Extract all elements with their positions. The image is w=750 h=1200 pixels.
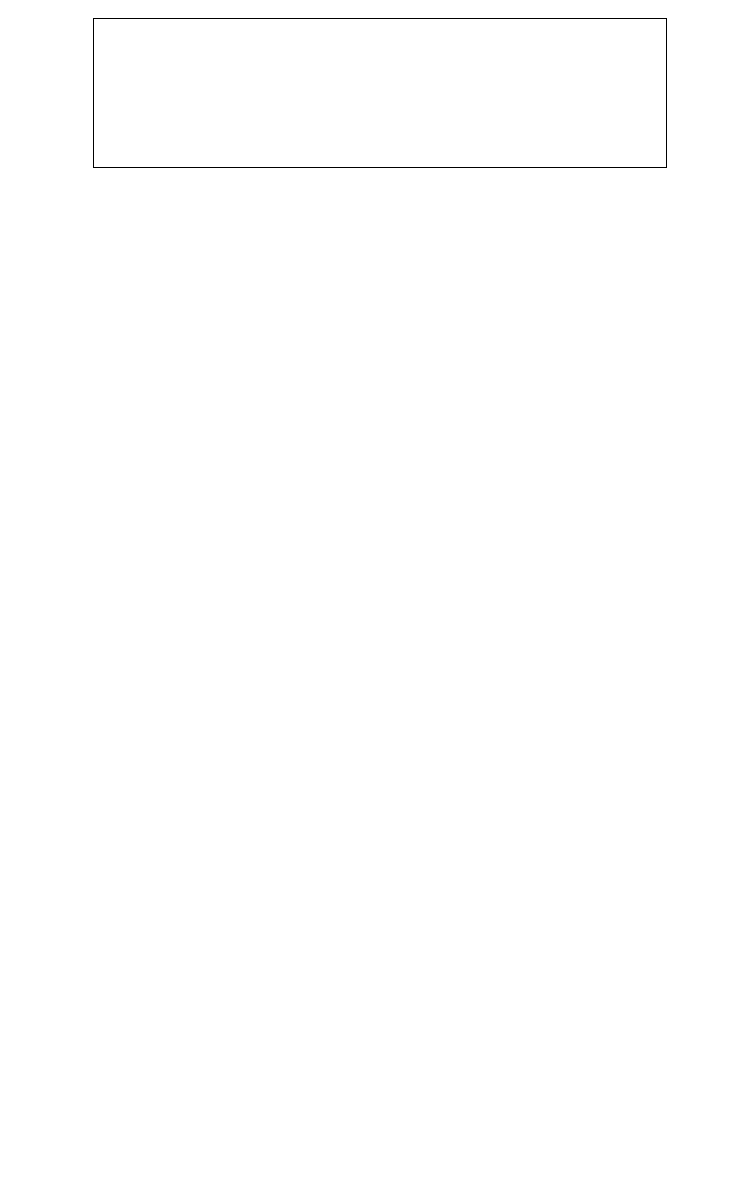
spectrogram-panel-tha-bperp[interactable] bbox=[93, 18, 667, 168]
spectrogram-image-tha-bperp bbox=[94, 19, 141, 167]
